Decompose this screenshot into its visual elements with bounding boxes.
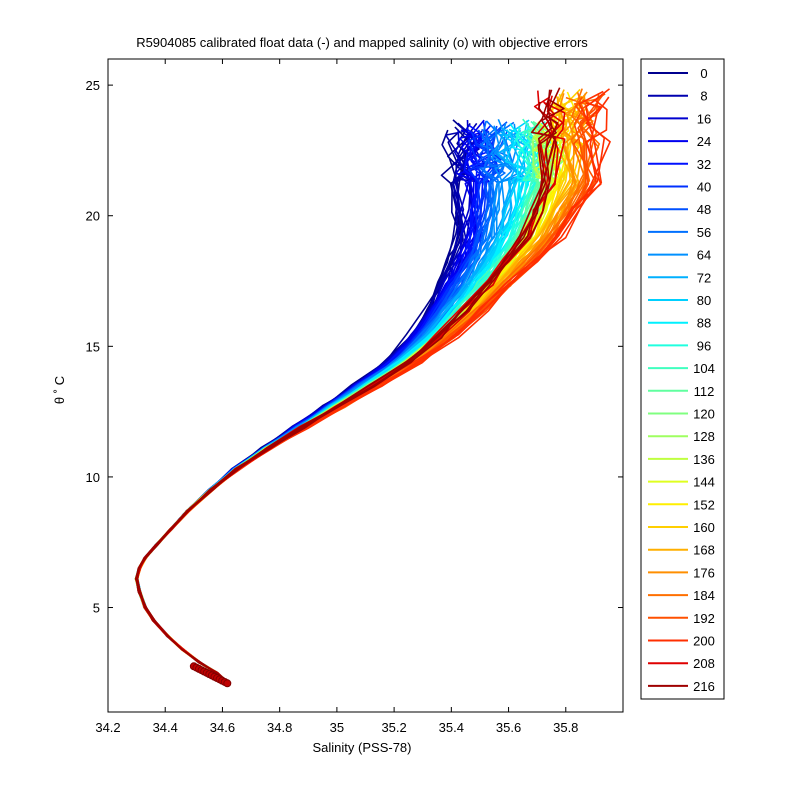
y-tick-label: 5 [93,601,100,616]
legend-label: 120 [693,407,715,422]
x-tick-label: 35.6 [496,720,521,735]
legend-label: 24 [697,134,711,149]
legend-label: 184 [693,588,715,603]
x-tick-label: 34.8 [267,720,292,735]
legend-label: 160 [693,520,715,535]
legend-label: 200 [693,634,715,649]
legend-label: 80 [697,293,711,308]
legend-label: 64 [697,248,711,263]
y-tick-label: 10 [86,470,100,485]
legend-label: 168 [693,543,715,558]
x-tick-label: 35 [330,720,344,735]
legend-label: 112 [694,384,715,399]
legend-label: 88 [697,316,711,331]
legend: 0 8 16 24 32 40 48 56 64 72 80 88 96 104 112 120 128 136 1… [640,58,725,700]
legend-label: 152 [693,497,715,512]
legend-label: 8 [700,89,707,104]
legend-label: 32 [697,157,711,172]
x-tick-label: 34.6 [210,720,235,735]
profile-curves [134,87,611,688]
legend-label: 48 [697,202,711,217]
y-tick-label: 25 [86,78,100,93]
x-tick-label: 35.4 [439,720,464,735]
legend-label: 216 [693,679,715,694]
legend-label: 208 [693,656,715,671]
legend-label: 176 [693,565,715,580]
x-tick-label: 35.2 [381,720,406,735]
legend-label: 128 [693,429,715,444]
legend-label: 40 [697,180,711,195]
y-tick-label: 15 [86,339,100,354]
legend-label: 72 [697,270,711,285]
legend-label: 104 [693,361,715,376]
legend-label: 56 [697,225,711,240]
x-tick-label: 34.4 [153,720,178,735]
legend-box [640,58,725,700]
y-axis-label: θ ˚ C [52,376,67,404]
legend-label: 192 [693,611,715,626]
y-tick-label: 20 [86,209,100,224]
plot-area: 34.2 34.4 34.6 34.8 35 35.2 35.4 35.6 35.8 5 10 15… [86,58,624,735]
legend-label: 136 [693,452,715,467]
y-axis-ticks: 5 10 15 20 25 [86,78,623,616]
legend-label: 96 [697,338,711,353]
chart-title: R5904085 calibrated float data (-) and m… [136,35,588,50]
legend-items: 0 8 16 24 32 40 48 56 64 72 80 88 96 104 112 120 128 136 1… [648,66,715,694]
legend-label: 0 [700,66,707,81]
legend-label: 144 [693,475,715,490]
x-tick-label: 34.2 [95,720,120,735]
mapped-salinity-marker [223,679,232,688]
legend-label: 16 [697,111,711,126]
profile-line [135,98,565,684]
x-axis-ticks: 34.2 34.4 34.6 34.8 35 35.2 35.4 35.6 35.8 [95,59,578,735]
x-tick-label: 35.8 [553,720,578,735]
x-axis-label: Salinity (PSS-78) [313,740,412,755]
